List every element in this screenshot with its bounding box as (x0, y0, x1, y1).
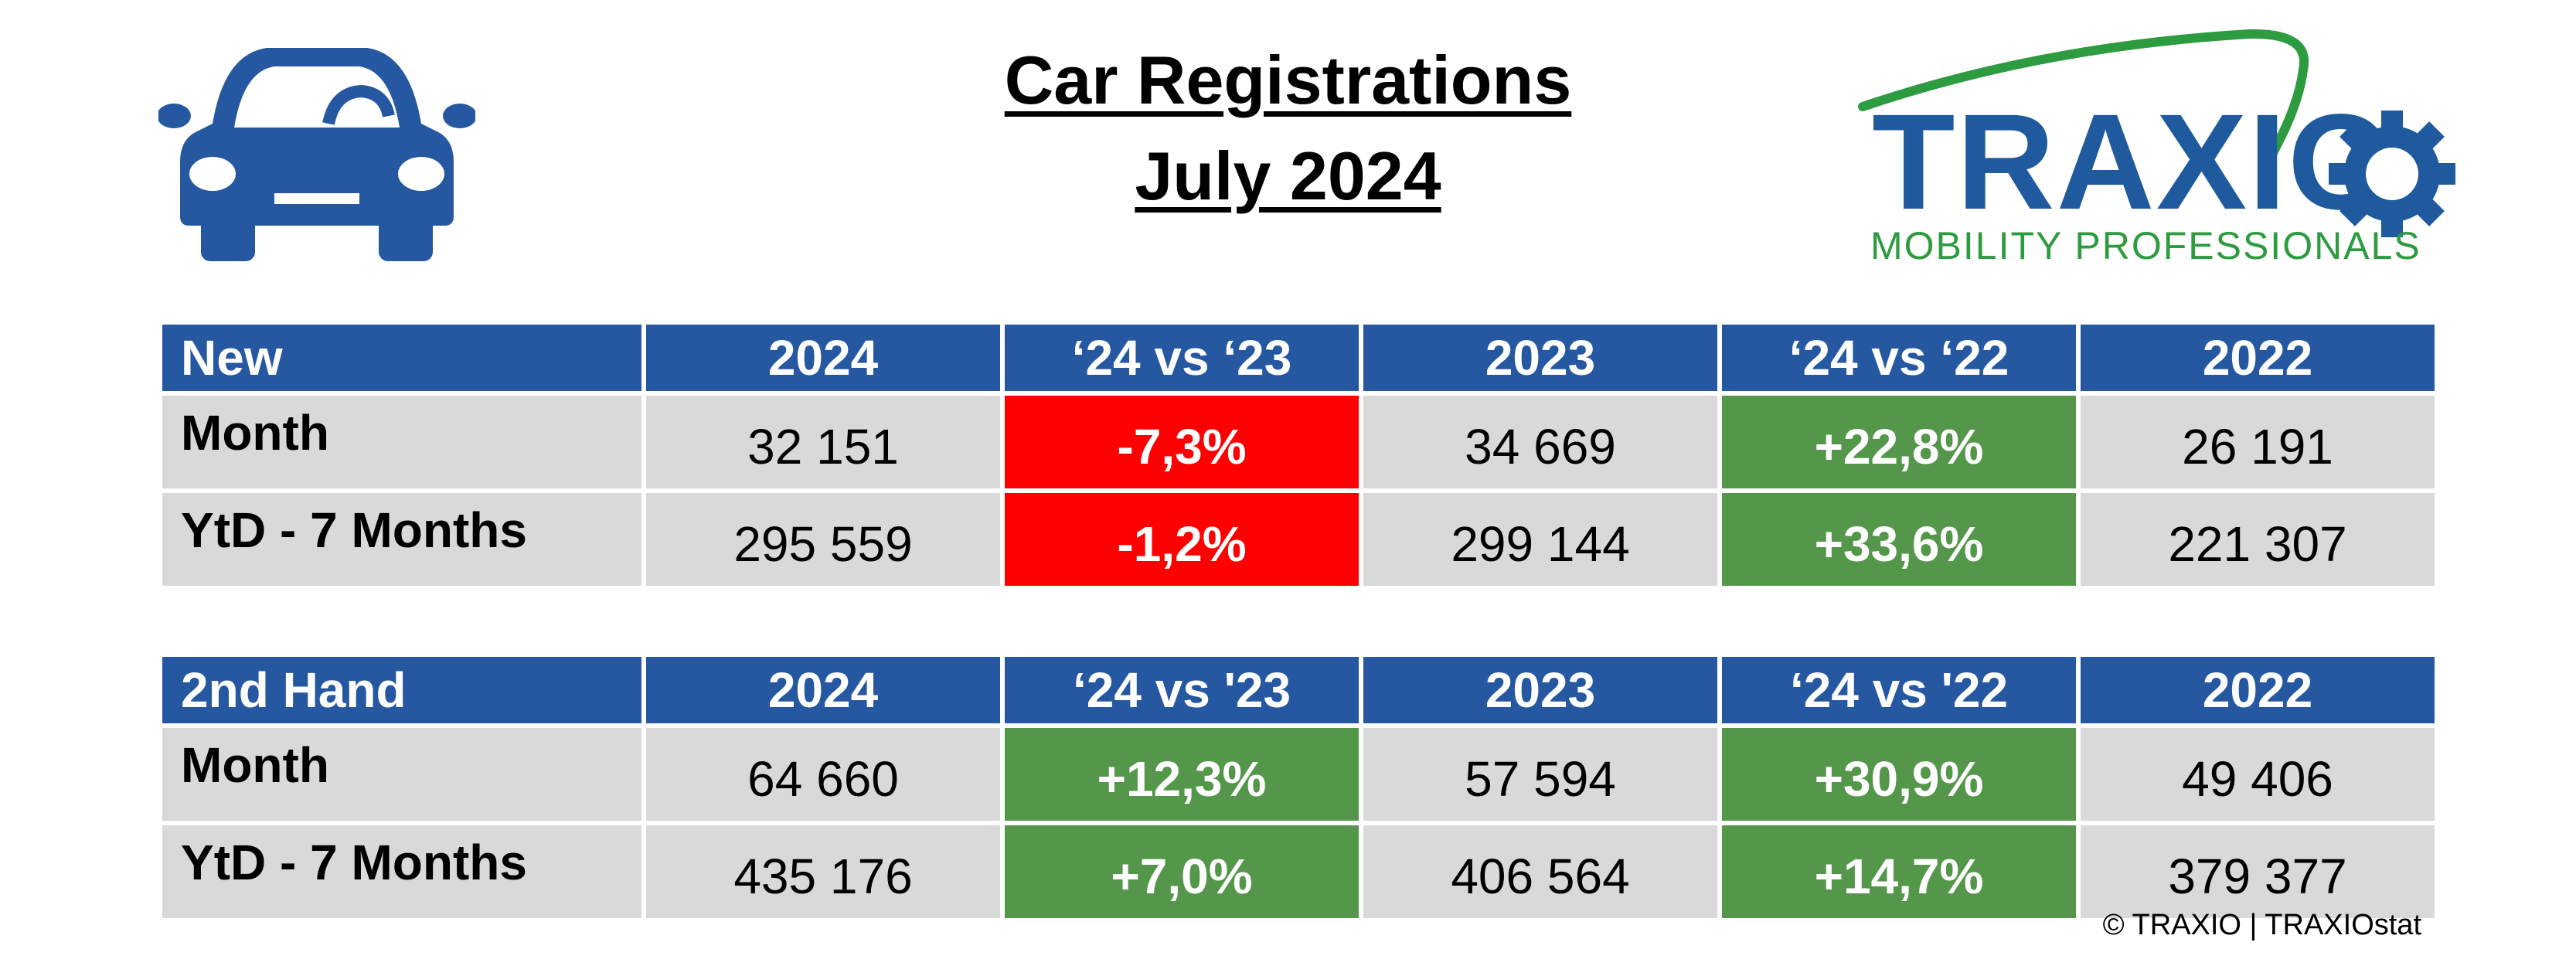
logo-wordmark: TRAXIO (1872, 87, 2395, 238)
table-row: YtD - 7 Months 295 559 -1,2% 299 144 +33… (162, 493, 2435, 586)
change-vs-2022: +30,9% (1722, 728, 2076, 821)
title-line-1: Car Registrations (1004, 42, 1572, 118)
header-24-vs-23: ‘24 vs ‘23 (1005, 325, 1359, 391)
header-2024: 2024 (646, 657, 1000, 723)
page-title: Car Registrations July 2024 (0, 32, 2576, 224)
header-2023: 2023 (1363, 325, 1717, 391)
value-2024: 64 660 (646, 728, 1000, 821)
row-label: Month (162, 728, 641, 821)
table-header-row: 2nd Hand 2024 ‘24 vs '23 2023 ‘24 vs '22… (162, 657, 2435, 723)
value-2022: 379 377 (2081, 825, 2435, 918)
value-2022: 49 406 (2081, 728, 2435, 821)
car-front-icon (158, 48, 475, 261)
value-2024: 32 151 (646, 396, 1000, 488)
copyright-notice: © TRAXIO | TRAXIOstat (2102, 909, 2421, 941)
new-registrations-table: New 2024 ‘24 vs ‘23 2023 ‘24 vs ‘22 2022… (158, 320, 2439, 590)
value-2023: 299 144 (1363, 493, 1717, 586)
change-vs-2023: +12,3% (1005, 728, 1359, 821)
table-header-row: New 2024 ‘24 vs ‘23 2023 ‘24 vs ‘22 2022 (162, 325, 2435, 391)
logo-tagline: MOBILITY PROFESSIONALS (1870, 224, 2421, 267)
header-2023: 2023 (1363, 657, 1717, 723)
header-category: New (162, 325, 641, 391)
change-vs-2023: +7,0% (1005, 825, 1359, 918)
header-category: 2nd Hand (162, 657, 641, 723)
header-24-vs-22: ‘24 vs ‘22 (1722, 325, 2076, 391)
header-2024: 2024 (646, 325, 1000, 391)
traxio-logo: TRAXIO MOBILITY PROFESSIONALS (1847, 23, 2465, 270)
change-vs-2023: -7,3% (1005, 396, 1359, 488)
row-label: Month (162, 396, 641, 488)
row-label: YtD - 7 Months (162, 493, 641, 586)
value-2024: 295 559 (646, 493, 1000, 586)
change-vs-2022: +33,6% (1722, 493, 2076, 586)
value-2024: 435 176 (646, 825, 1000, 918)
logo-swoosh (1858, 29, 2309, 167)
header-2022: 2022 (2081, 657, 2435, 723)
value-2023: 57 594 (1363, 728, 1717, 821)
title-line-2: July 2024 (1135, 138, 1441, 214)
value-2022: 221 307 (2081, 493, 2435, 586)
header-24-vs-22: ‘24 vs '22 (1722, 657, 2076, 723)
value-2023: 34 669 (1363, 396, 1717, 488)
table-row: YtD - 7 Months 435 176 +7,0% 406 564 +14… (162, 825, 2435, 918)
value-2023: 406 564 (1363, 825, 1717, 918)
change-vs-2022: +14,7% (1722, 825, 2076, 918)
table-row: Month 64 660 +12,3% 57 594 +30,9% 49 406 (162, 728, 2435, 821)
change-vs-2023: -1,2% (1005, 493, 1359, 586)
second-hand-registrations-table: 2nd Hand 2024 ‘24 vs '23 2023 ‘24 vs '22… (158, 652, 2439, 923)
row-label: YtD - 7 Months (162, 825, 641, 918)
table-row: Month 32 151 -7,3% 34 669 +22,8% 26 191 (162, 396, 2435, 488)
header-2022: 2022 (2081, 325, 2435, 391)
gear-icon (2329, 111, 2455, 237)
header-24-vs-23: ‘24 vs '23 (1005, 657, 1359, 723)
change-vs-2022: +22,8% (1722, 396, 2076, 488)
value-2022: 26 191 (2081, 396, 2435, 488)
